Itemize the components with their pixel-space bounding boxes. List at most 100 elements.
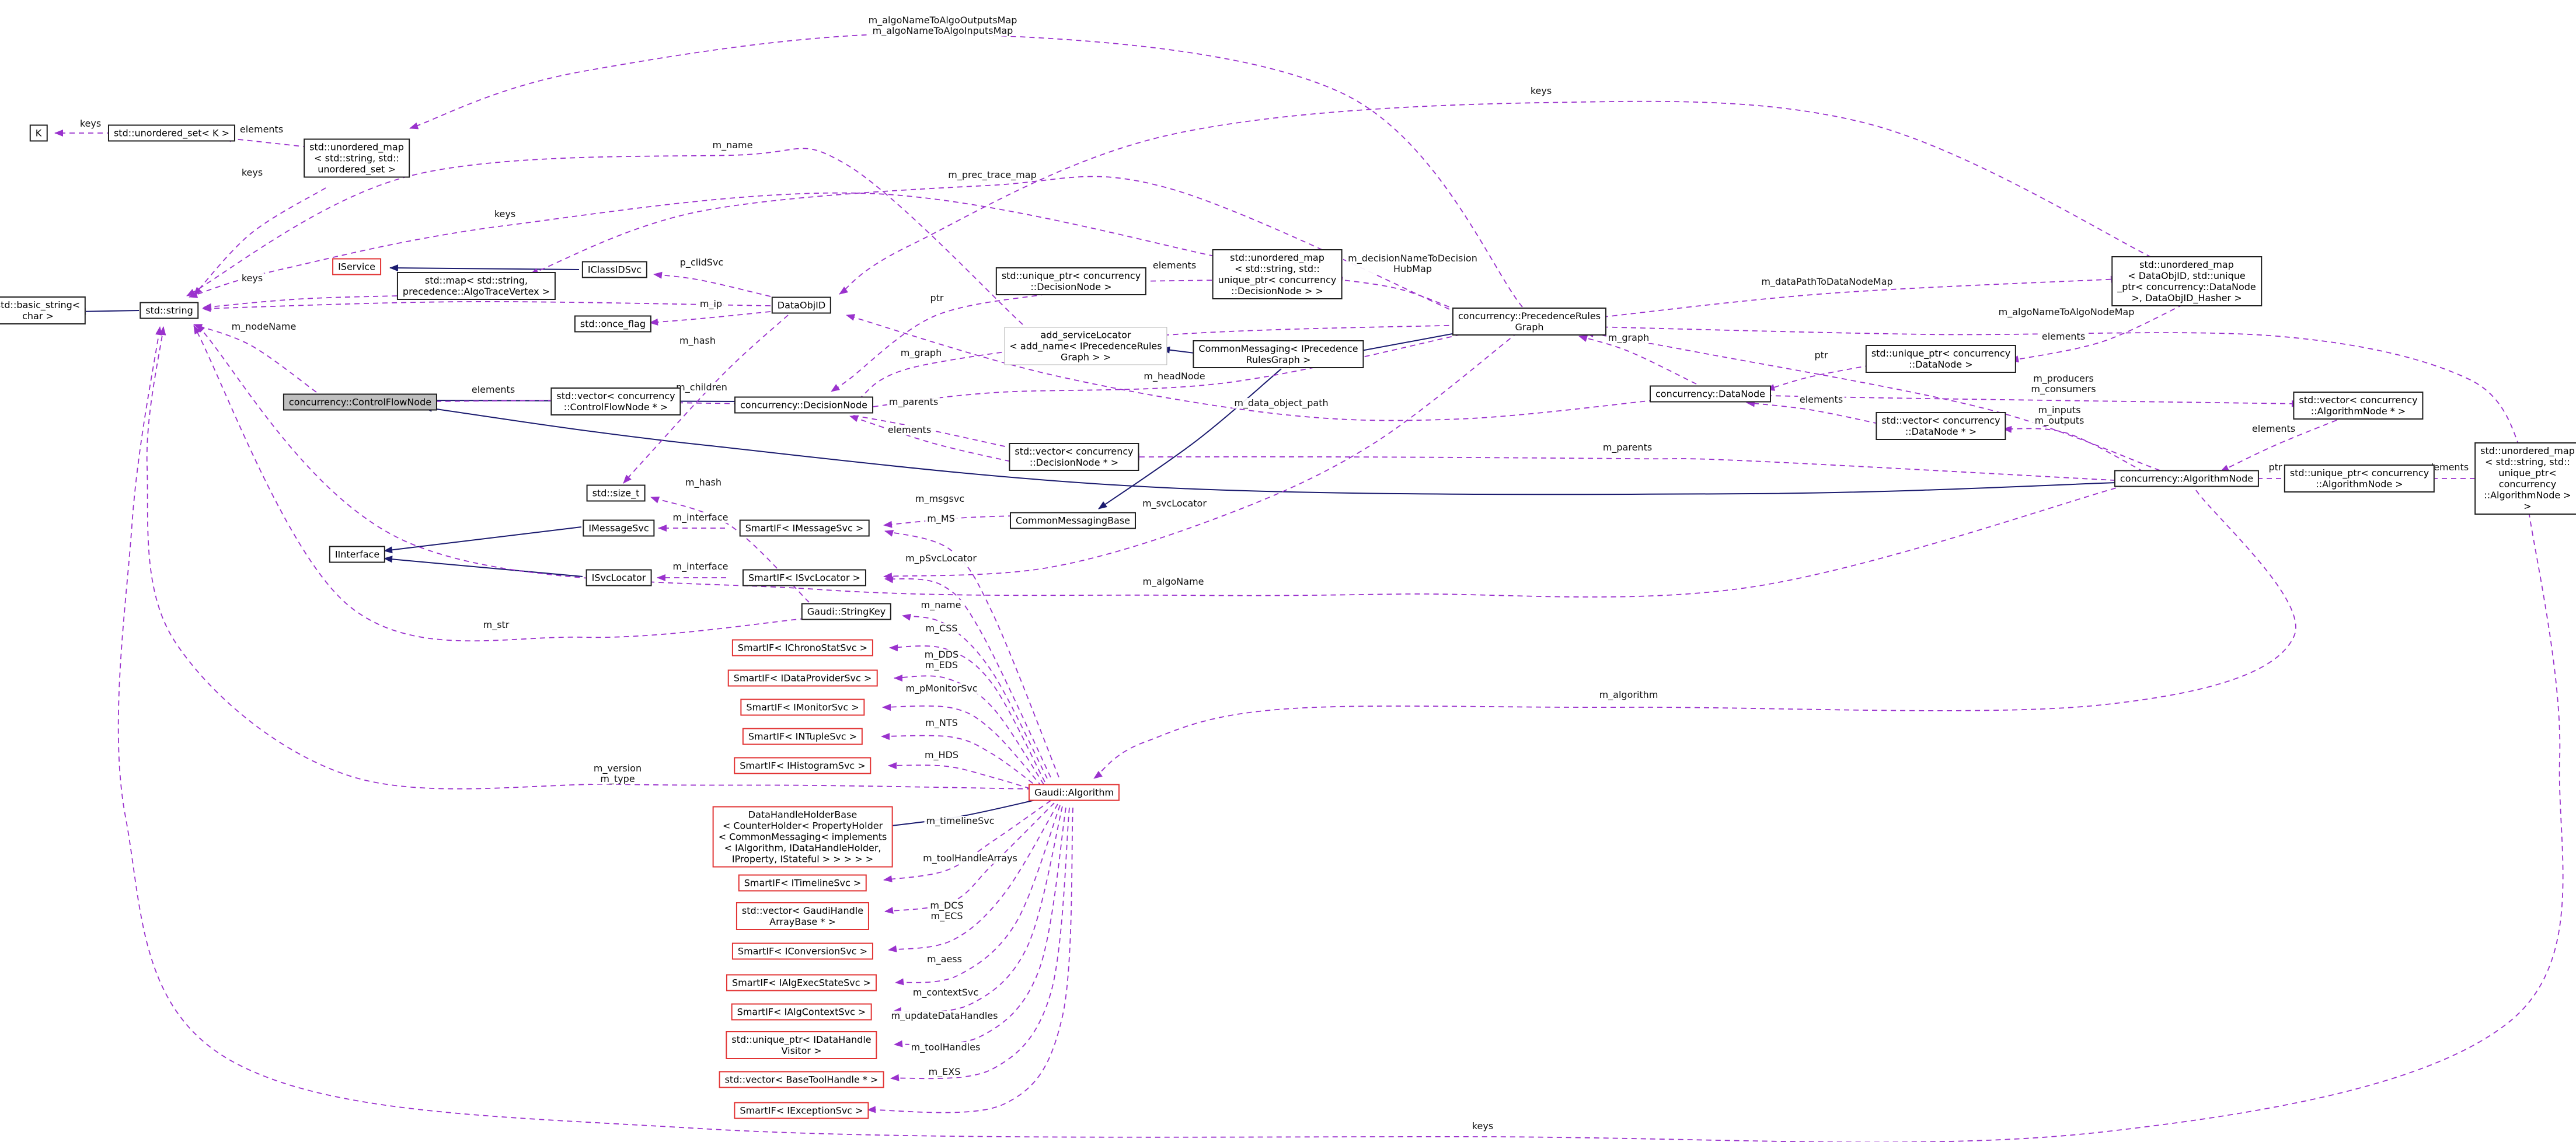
node-common-messaging-iprg[interactable]: CommonMessaging< IPrecedence RulesGraph … (1193, 340, 1364, 368)
edge-label-ptr: ptr (1812, 350, 1830, 361)
edge-label-m_graph: m_graph (898, 348, 944, 358)
edge-label-m_interface: m_interface (671, 561, 730, 572)
edge-dataobjid-to-iclassidsvc (653, 271, 771, 297)
edge-label-m_algoNameToAlgoNodeMap: m_algoNameToAlgoNodeMap (1996, 307, 2136, 317)
node-uptr-decision[interactable]: std::unique_ptr< concurrency ::DecisionN… (995, 267, 1147, 295)
edge-unordered-map-string-set-to-string (193, 187, 326, 296)
node-unordered-set-k[interactable]: std::unordered_set< K > (107, 124, 236, 142)
node-vector-algorithmnode[interactable]: std::vector< concurrency ::AlgorithmNode… (2293, 392, 2424, 420)
node-smartif-algexecstatesvc[interactable]: SmartIF< IAlgExecStateSvc > (726, 974, 877, 991)
node-data-node[interactable]: concurrency::DataNode (1649, 385, 1772, 403)
edge-gaudi-algorithm-to-smartif-conversionsvc (888, 804, 1058, 952)
edge-algorithm-node-to-vector-decisionnode (1131, 453, 2125, 481)
node-imessagesvc[interactable]: IMessageSvc (583, 519, 655, 537)
node-vector-decisionnode[interactable]: std::vector< concurrency ::DecisionNode … (1009, 443, 1139, 471)
edge-gaudi-algorithm-to-smartif-algcontextsvc (893, 806, 1063, 1014)
edge-label-m_toolHandles: m_toolHandles (909, 1042, 982, 1053)
node-iservice[interactable]: IService (332, 258, 381, 275)
edge-precedence-rules-graph-to-umap-dataobjid-hasher (1593, 275, 2120, 319)
edge-vector-cfn-to-control-flow-node (423, 397, 563, 405)
node-smartif-dataprovidersvc[interactable]: SmartIF< IDataProviderSvc > (727, 669, 878, 687)
node-common-messaging-base[interactable]: CommonMessagingBase (1009, 512, 1137, 529)
node-smartif-algcontextsvc[interactable]: SmartIF< IAlgContextSvc > (731, 1003, 872, 1021)
node-decision-node[interactable]: concurrency::DecisionNode (734, 396, 873, 414)
node-unordered-map-string-set[interactable]: std::unordered_map < std::string, std:: … (304, 138, 410, 178)
node-k[interactable]: K (29, 124, 48, 142)
edge-vector-datanode-to-data-node (1746, 400, 1879, 424)
node-vector-gaudihandlearraybase[interactable]: std::vector< GaudiHandle ArrayBase * > (735, 902, 870, 930)
node-vector-cfn[interactable]: std::vector< concurrency ::ControlFlowNo… (550, 387, 681, 415)
edge-gaudi-algorithm-to-smartif-isvclocator (884, 576, 1051, 778)
node-precedence-rules-graph[interactable]: concurrency::PrecedenceRules Graph (1452, 308, 1607, 336)
node-smartif-ntuplesvc[interactable]: SmartIF< INTupleSvc > (742, 728, 863, 745)
node-iclassidsvc[interactable]: IClassIDSvc (581, 261, 648, 278)
node-basic-string[interactable]: std::basic_string< char > (0, 296, 86, 324)
edge-label-ptr: ptr (928, 293, 946, 303)
edge-gaudi-algorithm-to-smartif-monitorsvc (882, 704, 1043, 787)
node-iinterface[interactable]: IInterface (329, 546, 386, 563)
edge-common-messaging-base-to-smartif-imessagesvc (883, 515, 1014, 528)
node-smartif-histogramsvc[interactable]: SmartIF< IHistogramSvc > (734, 757, 872, 774)
edge-label-m_producers: m_producers m_consumers (2029, 373, 2098, 394)
edge-label-elements: elements (2423, 462, 2471, 473)
node-isvclocator[interactable]: ISvcLocator (585, 569, 652, 586)
edge-gaudi-algorithm-to-smartif-chronostatsvc (889, 644, 1045, 783)
node-size-t[interactable]: std::size_t (586, 484, 646, 502)
edge-label-m_name: m_name (919, 600, 963, 610)
edge-label-m_graph: m_graph (1606, 333, 1651, 343)
edge-precedence-rules-graph-to-common-messaging-iprg (1351, 330, 1469, 355)
node-uptr-idatahandlevisitor[interactable]: std::unique_ptr< IDataHandle Visitor > (726, 1031, 877, 1059)
node-stringkey[interactable]: Gaudi::StringKey (801, 603, 892, 620)
node-control-flow-node[interactable]: concurrency::ControlFlowNode (283, 393, 438, 411)
node-vector-basetoolhandle[interactable]: std::vector< BaseToolHandle * > (719, 1071, 884, 1088)
edge-unordered-map-string-set-to-unordered-set-k (222, 135, 309, 148)
edge-label-elements: elements (886, 425, 933, 435)
node-umap-algorithmnode[interactable]: std::unordered_map < std::string, std:: … (2474, 442, 2576, 515)
node-map-algotracevertex[interactable]: std::map< std::string, precedence::AlgoT… (396, 272, 556, 300)
node-dataobjid[interactable]: DataObjID (771, 296, 832, 314)
node-umap-decision[interactable]: std::unordered_map < std::string, std:: … (1212, 249, 1343, 299)
edge-label-m_msgsvc: m_msgsvc (913, 494, 967, 504)
edge-dataobjid-to-size-t (623, 315, 789, 484)
edge-data-node-to-vector-algorithmnode (1766, 395, 2300, 407)
edge-label-m_svcLocator: m_svcLocator (1141, 498, 1208, 509)
edge-map-algotracevertex-to-string (203, 295, 426, 310)
node-vector-datanode[interactable]: std::vector< concurrency ::DataNode * > (1876, 412, 2006, 440)
edge-label-elements: elements (1151, 260, 1198, 271)
node-smartif-isvclocator[interactable]: SmartIF< ISvcLocator > (742, 569, 867, 586)
edge-precedence-rules-graph-to-umap-decision (1334, 277, 1467, 315)
edge-gaudi-algorithm-to-uptr-idatahandlevisitor (894, 807, 1066, 1047)
node-once-flag[interactable]: std::once_flag (574, 315, 652, 333)
node-smartif-timelinesvc[interactable]: SmartIF< ITimelineSvc > (738, 874, 867, 892)
node-smartif-exceptionsvc[interactable]: SmartIF< IExceptionSvc > (734, 1102, 869, 1119)
edge-gaudi-algorithm-to-smartif-imessagesvc (884, 530, 1059, 778)
node-smartif-monitorsvc[interactable]: SmartIF< IMonitorSvc > (740, 699, 865, 716)
node-string[interactable]: std::string (140, 302, 199, 319)
node-algorithm-node[interactable]: concurrency::AlgorithmNode (2114, 470, 2260, 487)
edge-label-m_algoName: m_algoName (1141, 577, 1206, 587)
edge-umap-decision-to-uptr-decision (1133, 277, 1222, 285)
edge-algorithm-node-to-string (196, 324, 2125, 598)
edge-label-keys: keys (1470, 1121, 1496, 1131)
edge-label-m_EXS: m_EXS (926, 1067, 963, 1077)
edge-label-m_decisionNameToDecision: m_decisionNameToDecision HubMap (1346, 253, 1479, 274)
node-add-servicelocator[interactable]: add_serviceLocator < add_name< IPreceden… (1004, 327, 1167, 365)
edge-add-servicelocator-to-string (186, 148, 1023, 325)
edge-umap-decision-to-string (189, 192, 1224, 298)
edge-label-m_children: m_children (674, 382, 729, 393)
edge-algorithm-node-to-gaudi-algorithm (1093, 490, 2296, 779)
node-umap-dataobjid-hasher[interactable]: std::unordered_map < DataObjID, std::uni… (2111, 256, 2262, 306)
edge-iclassidsvc-to-iservice (389, 264, 580, 272)
edge-label-m_aess: m_aess (925, 954, 964, 965)
node-gaudi-algorithm[interactable]: Gaudi::Algorithm (1028, 784, 1120, 801)
node-uptr-algorithmnode[interactable]: std::unique_ptr< concurrency ::Algorithm… (2284, 465, 2435, 493)
node-uptr-datanode[interactable]: std::unique_ptr< concurrency ::DataNode … (1865, 345, 2017, 373)
node-smartif-conversionsvc[interactable]: SmartIF< IConversionSvc > (731, 942, 874, 960)
edge-precedence-rules-graph-to-smartif-isvclocator (883, 332, 1518, 580)
edge-umap-dataobjid-hasher-to-uptr-datanode (2010, 304, 2184, 363)
edge-label-m_hash: m_hash (683, 477, 724, 488)
node-smartif-imessagesvc[interactable]: SmartIF< IMessageSvc > (739, 519, 870, 537)
node-smartif-chronostatsvc[interactable]: SmartIF< IChronoStatSvc > (731, 639, 874, 656)
node-datahandleholderbase[interactable]: DataHandleHolderBase < CounterHolder< Pr… (712, 806, 893, 868)
edge-gaudi-algorithm-to-vector-gaudihandlearraybase (884, 802, 1055, 914)
